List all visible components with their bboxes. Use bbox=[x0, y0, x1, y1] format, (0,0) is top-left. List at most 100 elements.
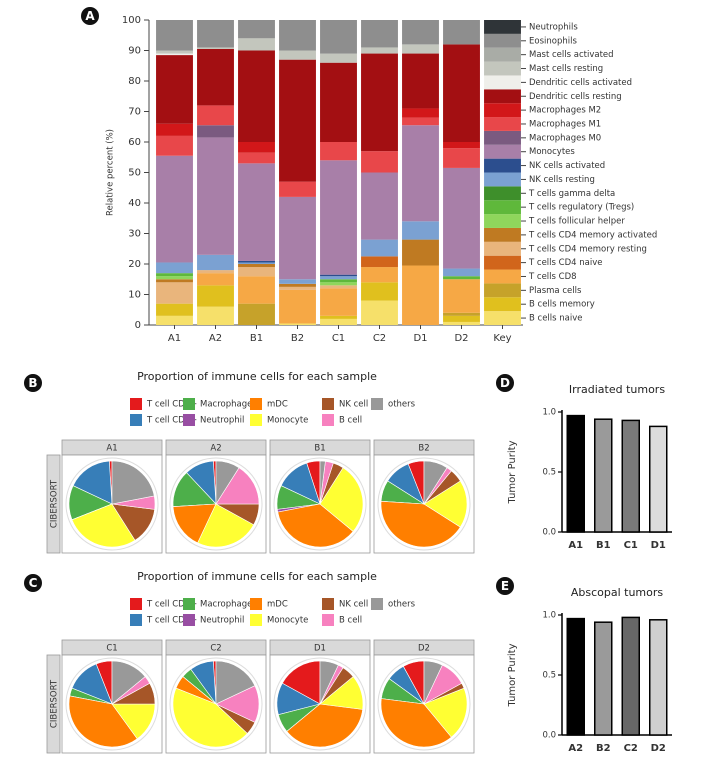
legend-label: T cell CD4+ bbox=[146, 416, 197, 426]
pie-slice bbox=[319, 660, 339, 705]
bar-segment bbox=[443, 20, 480, 45]
legend-swatch bbox=[484, 297, 521, 312]
legend-swatch bbox=[130, 598, 142, 610]
facet-label: B1 bbox=[314, 444, 325, 454]
bar bbox=[621, 616, 640, 736]
pie-slice bbox=[281, 660, 321, 705]
x-tick-label: C2 bbox=[624, 743, 638, 754]
legend-swatch bbox=[250, 414, 262, 426]
legend-swatch bbox=[484, 186, 521, 201]
legend-swatch bbox=[130, 414, 142, 426]
y-tick-label: 0.5 bbox=[542, 671, 556, 681]
legend-swatch bbox=[484, 130, 521, 145]
legend-label: Macrophage bbox=[200, 400, 252, 410]
bar-segment bbox=[361, 267, 398, 283]
bar-segment bbox=[361, 300, 398, 325]
bar-segment bbox=[156, 273, 193, 277]
bar-segment bbox=[320, 142, 357, 161]
legend-swatch bbox=[371, 598, 383, 610]
x-tick-label: B1 bbox=[250, 333, 263, 344]
legend-label: B cell bbox=[339, 616, 362, 626]
bar-segment bbox=[361, 151, 398, 173]
legend-label: B cell bbox=[339, 416, 362, 426]
x-tick-label: D2 bbox=[454, 333, 468, 344]
legend-label: Dendritic cells resting bbox=[529, 92, 622, 102]
bar-segment bbox=[361, 172, 398, 240]
legend-swatch bbox=[183, 414, 195, 426]
bar-segment bbox=[156, 20, 193, 51]
facet-label: C1 bbox=[106, 644, 117, 654]
bar-segment bbox=[279, 59, 316, 182]
bar-segment bbox=[156, 303, 193, 316]
bar-segment bbox=[156, 279, 193, 283]
legend-label: T cells follicular helper bbox=[528, 217, 625, 227]
legend-label: T cells CD4 memory resting bbox=[528, 244, 647, 254]
pie-slice bbox=[215, 660, 256, 705]
panel-letter: B bbox=[28, 376, 37, 390]
legend-label: Macrophages M1 bbox=[529, 119, 601, 129]
legend-label: T cells regulatory (Tregs) bbox=[528, 203, 634, 213]
facet-label: B2 bbox=[418, 444, 429, 454]
legend-swatch bbox=[484, 269, 521, 284]
legend-label: others bbox=[388, 600, 416, 610]
bar-segment bbox=[156, 282, 193, 304]
legend-label: Macrophages M0 bbox=[529, 133, 601, 143]
panel-letter-badge bbox=[496, 577, 514, 595]
row-label: CIBERSORT bbox=[50, 679, 60, 728]
bar-segment bbox=[197, 105, 234, 126]
pie-slice bbox=[172, 687, 248, 748]
bar-segment bbox=[279, 50, 316, 60]
bar-segment bbox=[320, 315, 357, 319]
legend-label: Monocytes bbox=[529, 147, 575, 157]
legend-label: NK cells activated bbox=[529, 161, 605, 171]
bar-segment bbox=[156, 50, 193, 54]
y-tick-label: 20 bbox=[128, 259, 141, 270]
legend-label: Neutrophil bbox=[200, 616, 244, 626]
bar-segment bbox=[402, 221, 439, 240]
bar-segment bbox=[361, 239, 398, 257]
panel-letter: D bbox=[500, 376, 510, 390]
legend-swatch bbox=[484, 47, 521, 62]
pie-slice bbox=[172, 503, 217, 544]
bar-segment bbox=[238, 303, 275, 325]
bar-segment bbox=[320, 160, 357, 275]
legend-label: others bbox=[388, 400, 416, 410]
bar-segment bbox=[238, 142, 275, 153]
x-tick-label: D2 bbox=[651, 743, 666, 754]
x-tick-label: C1 bbox=[332, 333, 345, 344]
legend-swatch bbox=[484, 89, 521, 104]
row-strip bbox=[46, 454, 61, 554]
panel-letter: C bbox=[29, 576, 38, 590]
legend-label: NK cells resting bbox=[529, 175, 595, 185]
x-tick-label: A2 bbox=[568, 743, 583, 754]
chart-title: Abscopal tumors bbox=[571, 586, 664, 599]
bar-segment bbox=[238, 38, 275, 51]
legend-label: T cell CD8+ bbox=[146, 600, 197, 610]
legend-swatch bbox=[371, 398, 383, 410]
row-strip bbox=[46, 654, 61, 754]
bar bbox=[649, 425, 668, 533]
pie-outline bbox=[65, 657, 159, 751]
legend-swatch bbox=[322, 614, 334, 626]
bar-segment bbox=[238, 267, 275, 277]
bar-segment bbox=[156, 123, 193, 136]
legend-label: Plasma cells bbox=[529, 286, 582, 296]
legend-swatch bbox=[484, 33, 521, 48]
pie-slice bbox=[72, 460, 113, 505]
bar-segment bbox=[156, 276, 193, 280]
legend-swatch bbox=[484, 283, 521, 298]
row-label: CIBERSORT bbox=[50, 479, 60, 528]
pie-slice bbox=[423, 660, 443, 705]
legend-label: Macrophages M2 bbox=[529, 106, 601, 116]
pie-outline bbox=[273, 457, 367, 551]
pie-slice bbox=[197, 503, 255, 548]
bar-segment bbox=[443, 44, 480, 142]
y-tick-label: 1.0 bbox=[542, 408, 556, 418]
legend-swatch bbox=[250, 398, 262, 410]
y-tick-label: 80 bbox=[128, 76, 141, 87]
legend-swatch bbox=[130, 614, 142, 626]
bar-segment bbox=[238, 264, 275, 268]
bar bbox=[621, 419, 640, 533]
bar-segment bbox=[156, 135, 193, 156]
